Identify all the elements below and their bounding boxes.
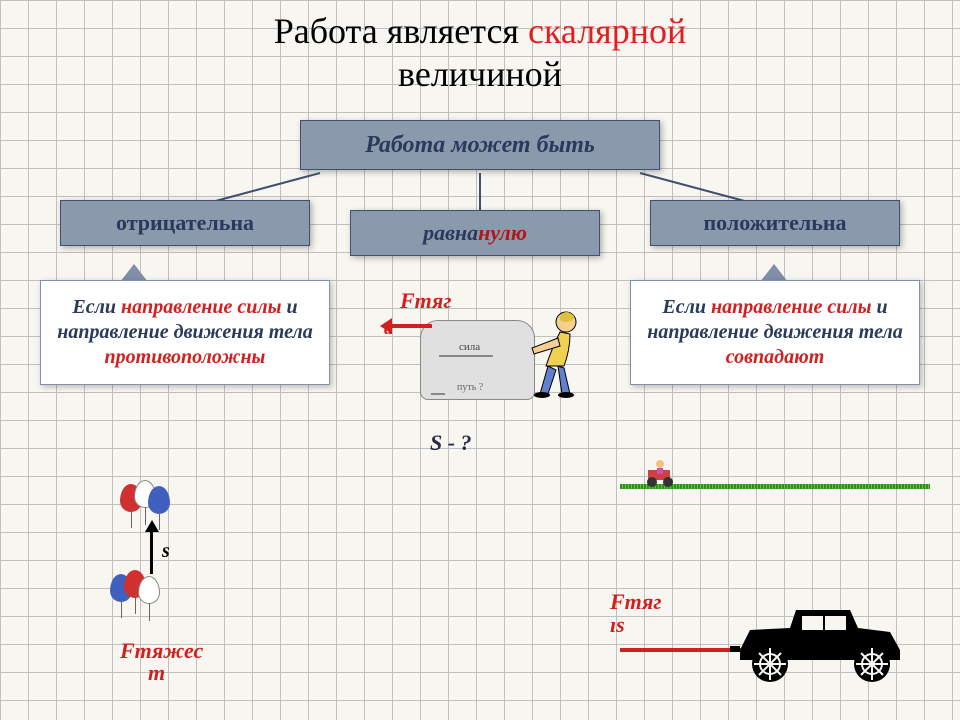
box-zero-word: нулю (478, 220, 527, 246)
title-part2: величиной (398, 54, 562, 94)
callout-left-1b: направление силы (121, 296, 282, 318)
s-label: s (162, 540, 170, 563)
s-arrow (150, 530, 153, 574)
connector-tm (479, 173, 481, 213)
box-negative: отрицательна (60, 200, 310, 246)
balloon-blue-icon (148, 486, 170, 514)
rock-path-label: путь ? (457, 382, 483, 393)
box-positive-label: положительна (703, 210, 846, 236)
car-icon (720, 590, 920, 690)
ftag2-l1: Fтяг (610, 589, 662, 614)
callout-right-1b: направление силы (711, 296, 872, 318)
ftag-arrow (392, 324, 432, 328)
center-illustration: сила путь ? (400, 300, 600, 440)
box-top: Работа может быть (300, 120, 660, 170)
callout-negative: Если направление силы и направление движ… (40, 280, 330, 385)
ftag2-l2: ıs (610, 612, 625, 637)
rock-sila-label: сила (459, 341, 480, 353)
title-accent: скалярной (528, 11, 686, 51)
rock-arrow (439, 355, 493, 357)
page-title: Работа является скалярной величиной (0, 10, 960, 96)
callout-right-1a: Если (662, 296, 711, 318)
callout-left-1a: Если (72, 296, 121, 318)
person-icon (530, 308, 590, 398)
balloon-white-icon (138, 576, 160, 604)
callout-right-3: совпадают (726, 346, 825, 368)
rock-shape: сила путь ? (420, 320, 535, 400)
rock-path-arrow (431, 393, 445, 395)
tractor-icon (640, 458, 688, 488)
title-part1: Работа является (274, 11, 528, 51)
box-top-label: Работа может быть (365, 132, 595, 159)
box-zero: равна нулю (350, 210, 600, 256)
box-zero-prefix: равна (423, 220, 478, 246)
ftyazh-l2: т (120, 660, 165, 685)
s-question-label: S - ? (430, 430, 472, 456)
box-negative-label: отрицательна (116, 210, 254, 236)
box-positive: положительна (650, 200, 900, 246)
balloons-bottom (110, 570, 170, 630)
callout-left-3: противоположны (105, 346, 266, 368)
ftag2-label: Fтяг ıs (610, 590, 662, 636)
callout-positive: Если направление силы и направление движ… (630, 280, 920, 385)
ftyazh-label: Fтяжес т (120, 640, 203, 684)
